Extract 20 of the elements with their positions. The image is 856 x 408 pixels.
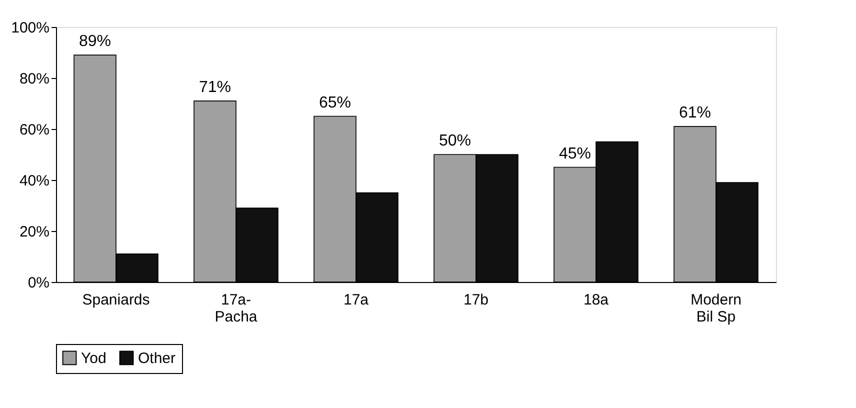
x-tick-label: 17a- Pacha (214, 292, 258, 326)
y-tick-label: 100% (11, 20, 50, 36)
data-label: 89% (78, 33, 112, 50)
x-tick-label: 17b (463, 292, 489, 308)
data-label: 45% (558, 145, 592, 162)
y-tick-label: 60% (19, 122, 50, 138)
y-tick-label: 0% (28, 274, 50, 292)
legend-label: Yod (81, 350, 106, 367)
x-tick-label: 18a (583, 292, 610, 308)
x-tick-label: 17a (343, 292, 370, 308)
y-tick-label: 20% (19, 224, 50, 240)
data-label: 50% (438, 132, 472, 150)
data-label: 65% (318, 94, 352, 112)
x-tick-label: Modern Bil Sp (690, 292, 742, 326)
y-tick-label: 40% (19, 172, 50, 190)
y-tick-label: 80% (19, 70, 50, 88)
data-label: 71% (198, 78, 232, 96)
data-label: 61% (678, 104, 712, 122)
x-tick-label: Spaniards (82, 292, 150, 308)
legend-label: Other (138, 350, 176, 367)
